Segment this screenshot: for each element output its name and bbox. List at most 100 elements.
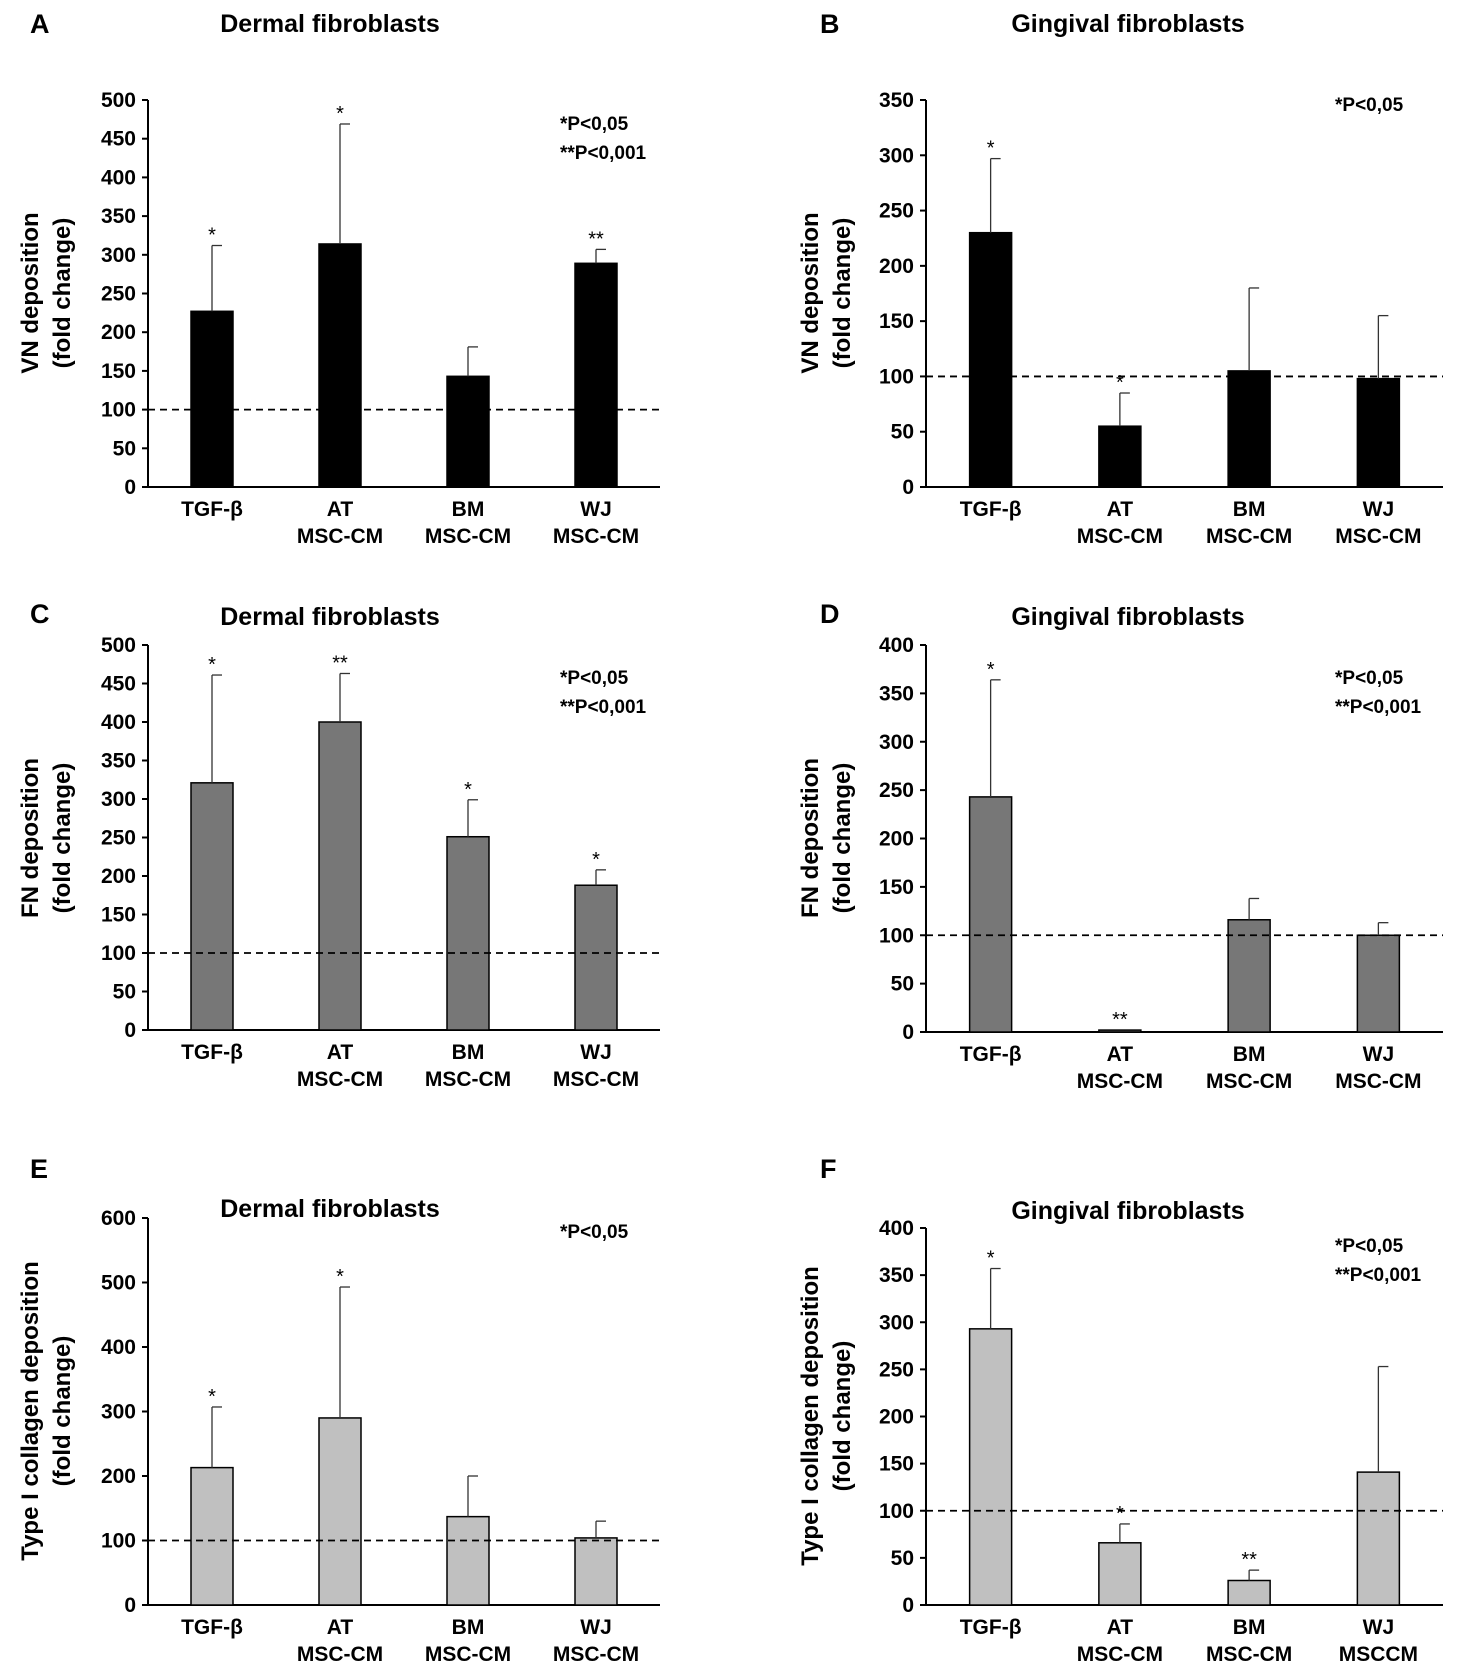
x-tick-label: MSC-CM — [425, 1068, 511, 1091]
y-tick-label: 100 — [879, 924, 914, 947]
y-tick-label: 50 — [891, 1547, 914, 1570]
y-tick-label: 200 — [101, 865, 136, 888]
y-tick-label: 250 — [879, 779, 914, 802]
y-axis-label: (fold change) — [829, 763, 856, 914]
y-tick-label: 150 — [879, 310, 914, 333]
significance-marker: ** — [588, 228, 604, 250]
x-tick-label: MSC-CM — [297, 525, 383, 548]
panel-letter: D — [820, 599, 840, 629]
y-tick-label: 100 — [101, 399, 136, 422]
x-tick-label: AT — [327, 1041, 354, 1064]
p-value-label: *P<0,05 — [560, 668, 629, 689]
y-tick-label: 100 — [101, 1530, 136, 1553]
x-tick-label: MSC-CM — [1335, 525, 1421, 548]
y-tick-label: 400 — [101, 1336, 136, 1359]
bar — [190, 310, 234, 488]
bar — [1098, 425, 1142, 488]
significance-marker: * — [208, 654, 216, 676]
p-value-label: *P<0,05 — [560, 1222, 629, 1243]
x-tick-label: AT — [327, 498, 354, 521]
y-axis-label: (fold change) — [49, 1336, 76, 1487]
bar — [1227, 370, 1271, 488]
panel-letter: F — [820, 1154, 837, 1184]
bar — [968, 1328, 1013, 1606]
significance-marker: ** — [332, 652, 348, 674]
chart-panel-f: F Gingival fibroblasts Type I collagen dep… — [797, 1154, 1443, 1664]
bar — [1227, 1579, 1271, 1606]
significance-marker: * — [336, 103, 344, 125]
y-tick-label: 300 — [879, 731, 914, 754]
significance-marker: ** — [1241, 1549, 1257, 1571]
significance-marker: * — [336, 1266, 344, 1288]
y-tick-label: 150 — [101, 904, 136, 927]
y-tick-label: 250 — [879, 1358, 914, 1381]
significance-marker: * — [208, 1386, 216, 1408]
y-axis-label: Type I collagen deposition — [797, 1266, 824, 1566]
y-axis-label: (fold change) — [829, 1341, 856, 1492]
chart-title: Dermal fibroblasts — [220, 603, 440, 631]
bar — [1356, 1471, 1401, 1606]
y-tick-label: 200 — [879, 828, 914, 851]
significance-marker: * — [987, 1248, 995, 1270]
bar — [968, 231, 1013, 488]
x-tick-label: WJ — [1363, 498, 1395, 521]
x-tick-label: MSCCM — [1339, 1643, 1418, 1664]
chart-panel-a: A Dermal fibroblasts VN deposition (fold ch… — [17, 9, 660, 548]
y-tick-label: 450 — [101, 673, 136, 696]
bar — [446, 375, 490, 488]
x-tick-label: MSC-CM — [425, 525, 511, 548]
chart-title: Gingival fibroblasts — [1011, 603, 1244, 631]
y-tick-label: 50 — [891, 421, 914, 444]
y-tick-label: 300 — [879, 1311, 914, 1334]
y-tick-label: 300 — [879, 144, 914, 167]
bar — [318, 721, 362, 1031]
y-tick-label: 0 — [124, 1594, 136, 1617]
bar — [1098, 1029, 1142, 1033]
y-tick-label: 250 — [879, 200, 914, 223]
x-tick-label: MSC-CM — [297, 1068, 383, 1091]
x-tick-label: WJ — [1363, 1043, 1395, 1066]
y-axis-label: FN deposition — [797, 758, 824, 918]
p-value-label: *P<0,05 — [1335, 95, 1404, 116]
y-axis-label: FN deposition — [17, 758, 44, 918]
bar — [1356, 377, 1401, 488]
x-tick-label: WJ — [1363, 1616, 1395, 1639]
bar — [574, 262, 618, 488]
bar — [1356, 934, 1401, 1033]
significance-marker: * — [592, 849, 600, 871]
p-value-label: **P<0,001 — [1335, 1265, 1422, 1286]
x-tick-label: WJ — [580, 1616, 612, 1639]
y-tick-label: 300 — [101, 1401, 136, 1424]
x-tick-label: TGF-β — [960, 1043, 1022, 1066]
y-tick-label: 100 — [101, 942, 136, 965]
x-tick-label: MSC-CM — [297, 1643, 383, 1664]
x-tick-label: WJ — [580, 1041, 612, 1064]
y-tick-label: 400 — [879, 1217, 914, 1240]
y-tick-label: 300 — [101, 788, 136, 811]
significance-marker: * — [1116, 1503, 1124, 1525]
chart-panel-b: B Gingival fibroblasts VN deposition (fold … — [797, 9, 1443, 548]
bar — [574, 1537, 618, 1606]
y-tick-label: 400 — [101, 166, 136, 189]
x-tick-label: MSC-CM — [1206, 525, 1292, 548]
significance-marker: * — [208, 225, 216, 247]
x-tick-label: MSC-CM — [1077, 1643, 1163, 1664]
x-tick-label: MSC-CM — [553, 1068, 639, 1091]
significance-marker: * — [987, 659, 995, 681]
significance-marker: * — [464, 779, 472, 801]
y-tick-label: 0 — [902, 1021, 914, 1044]
y-tick-label: 500 — [101, 634, 136, 657]
x-tick-label: MSC-CM — [425, 1643, 511, 1664]
p-value-label: *P<0,05 — [1335, 1236, 1404, 1257]
x-tick-label: TGF-β — [960, 498, 1022, 521]
x-tick-label: TGF-β — [181, 1041, 243, 1064]
bar — [190, 1466, 234, 1606]
x-tick-label: TGF-β — [181, 498, 243, 521]
y-tick-label: 350 — [879, 1264, 914, 1287]
y-tick-label: 0 — [902, 476, 914, 499]
y-tick-label: 0 — [124, 476, 136, 499]
y-tick-label: 250 — [101, 827, 136, 850]
y-tick-label: 150 — [101, 360, 136, 383]
chart-panel-d: D Gingival fibroblasts FN deposition (fold … — [797, 599, 1443, 1093]
y-tick-label: 250 — [101, 283, 136, 306]
